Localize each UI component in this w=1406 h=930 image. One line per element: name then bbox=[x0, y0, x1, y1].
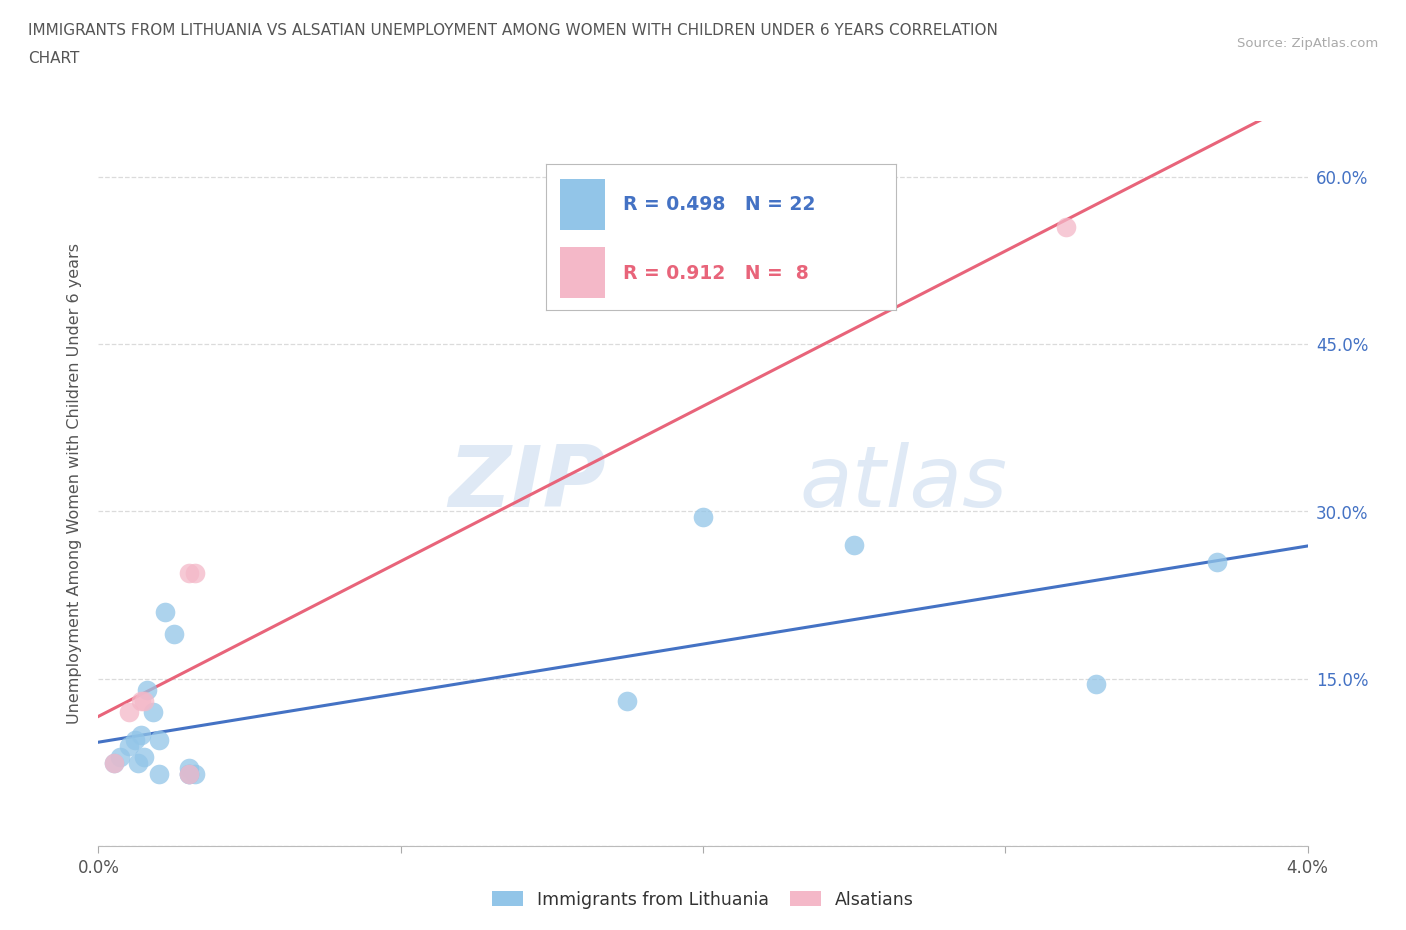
Point bbox=[163, 627, 186, 642]
Point bbox=[179, 766, 201, 781]
Point bbox=[179, 766, 201, 781]
Point bbox=[135, 683, 157, 698]
Legend: Immigrants from Lithuania, Alsatians: Immigrants from Lithuania, Alsatians bbox=[485, 884, 921, 915]
Text: CHART: CHART bbox=[28, 51, 80, 66]
Point bbox=[124, 733, 146, 748]
Point bbox=[129, 694, 152, 709]
Text: IMMIGRANTS FROM LITHUANIA VS ALSATIAN UNEMPLOYMENT AMONG WOMEN WITH CHILDREN UND: IMMIGRANTS FROM LITHUANIA VS ALSATIAN UN… bbox=[28, 23, 998, 38]
Point bbox=[692, 510, 714, 525]
Point bbox=[142, 705, 165, 720]
Point bbox=[132, 694, 155, 709]
Point bbox=[179, 766, 201, 781]
Text: ZIP: ZIP bbox=[449, 442, 606, 525]
Point bbox=[184, 766, 207, 781]
Point bbox=[179, 761, 201, 776]
Point bbox=[103, 755, 125, 770]
Point bbox=[1085, 677, 1108, 692]
Point bbox=[184, 565, 207, 580]
Point bbox=[616, 694, 638, 709]
Point bbox=[103, 755, 125, 770]
Point bbox=[108, 750, 131, 764]
Point bbox=[132, 750, 155, 764]
Point bbox=[1054, 219, 1077, 234]
Point bbox=[148, 733, 170, 748]
Y-axis label: Unemployment Among Women with Children Under 6 years: Unemployment Among Women with Children U… bbox=[66, 243, 82, 724]
Point bbox=[118, 738, 141, 753]
Point bbox=[153, 604, 176, 619]
Point bbox=[118, 705, 141, 720]
Point bbox=[127, 755, 149, 770]
Text: Source: ZipAtlas.com: Source: ZipAtlas.com bbox=[1237, 37, 1378, 50]
Point bbox=[179, 565, 201, 580]
Point bbox=[1206, 554, 1229, 569]
Point bbox=[148, 766, 170, 781]
Text: atlas: atlas bbox=[800, 442, 1008, 525]
Point bbox=[844, 538, 866, 552]
Point bbox=[129, 727, 152, 742]
